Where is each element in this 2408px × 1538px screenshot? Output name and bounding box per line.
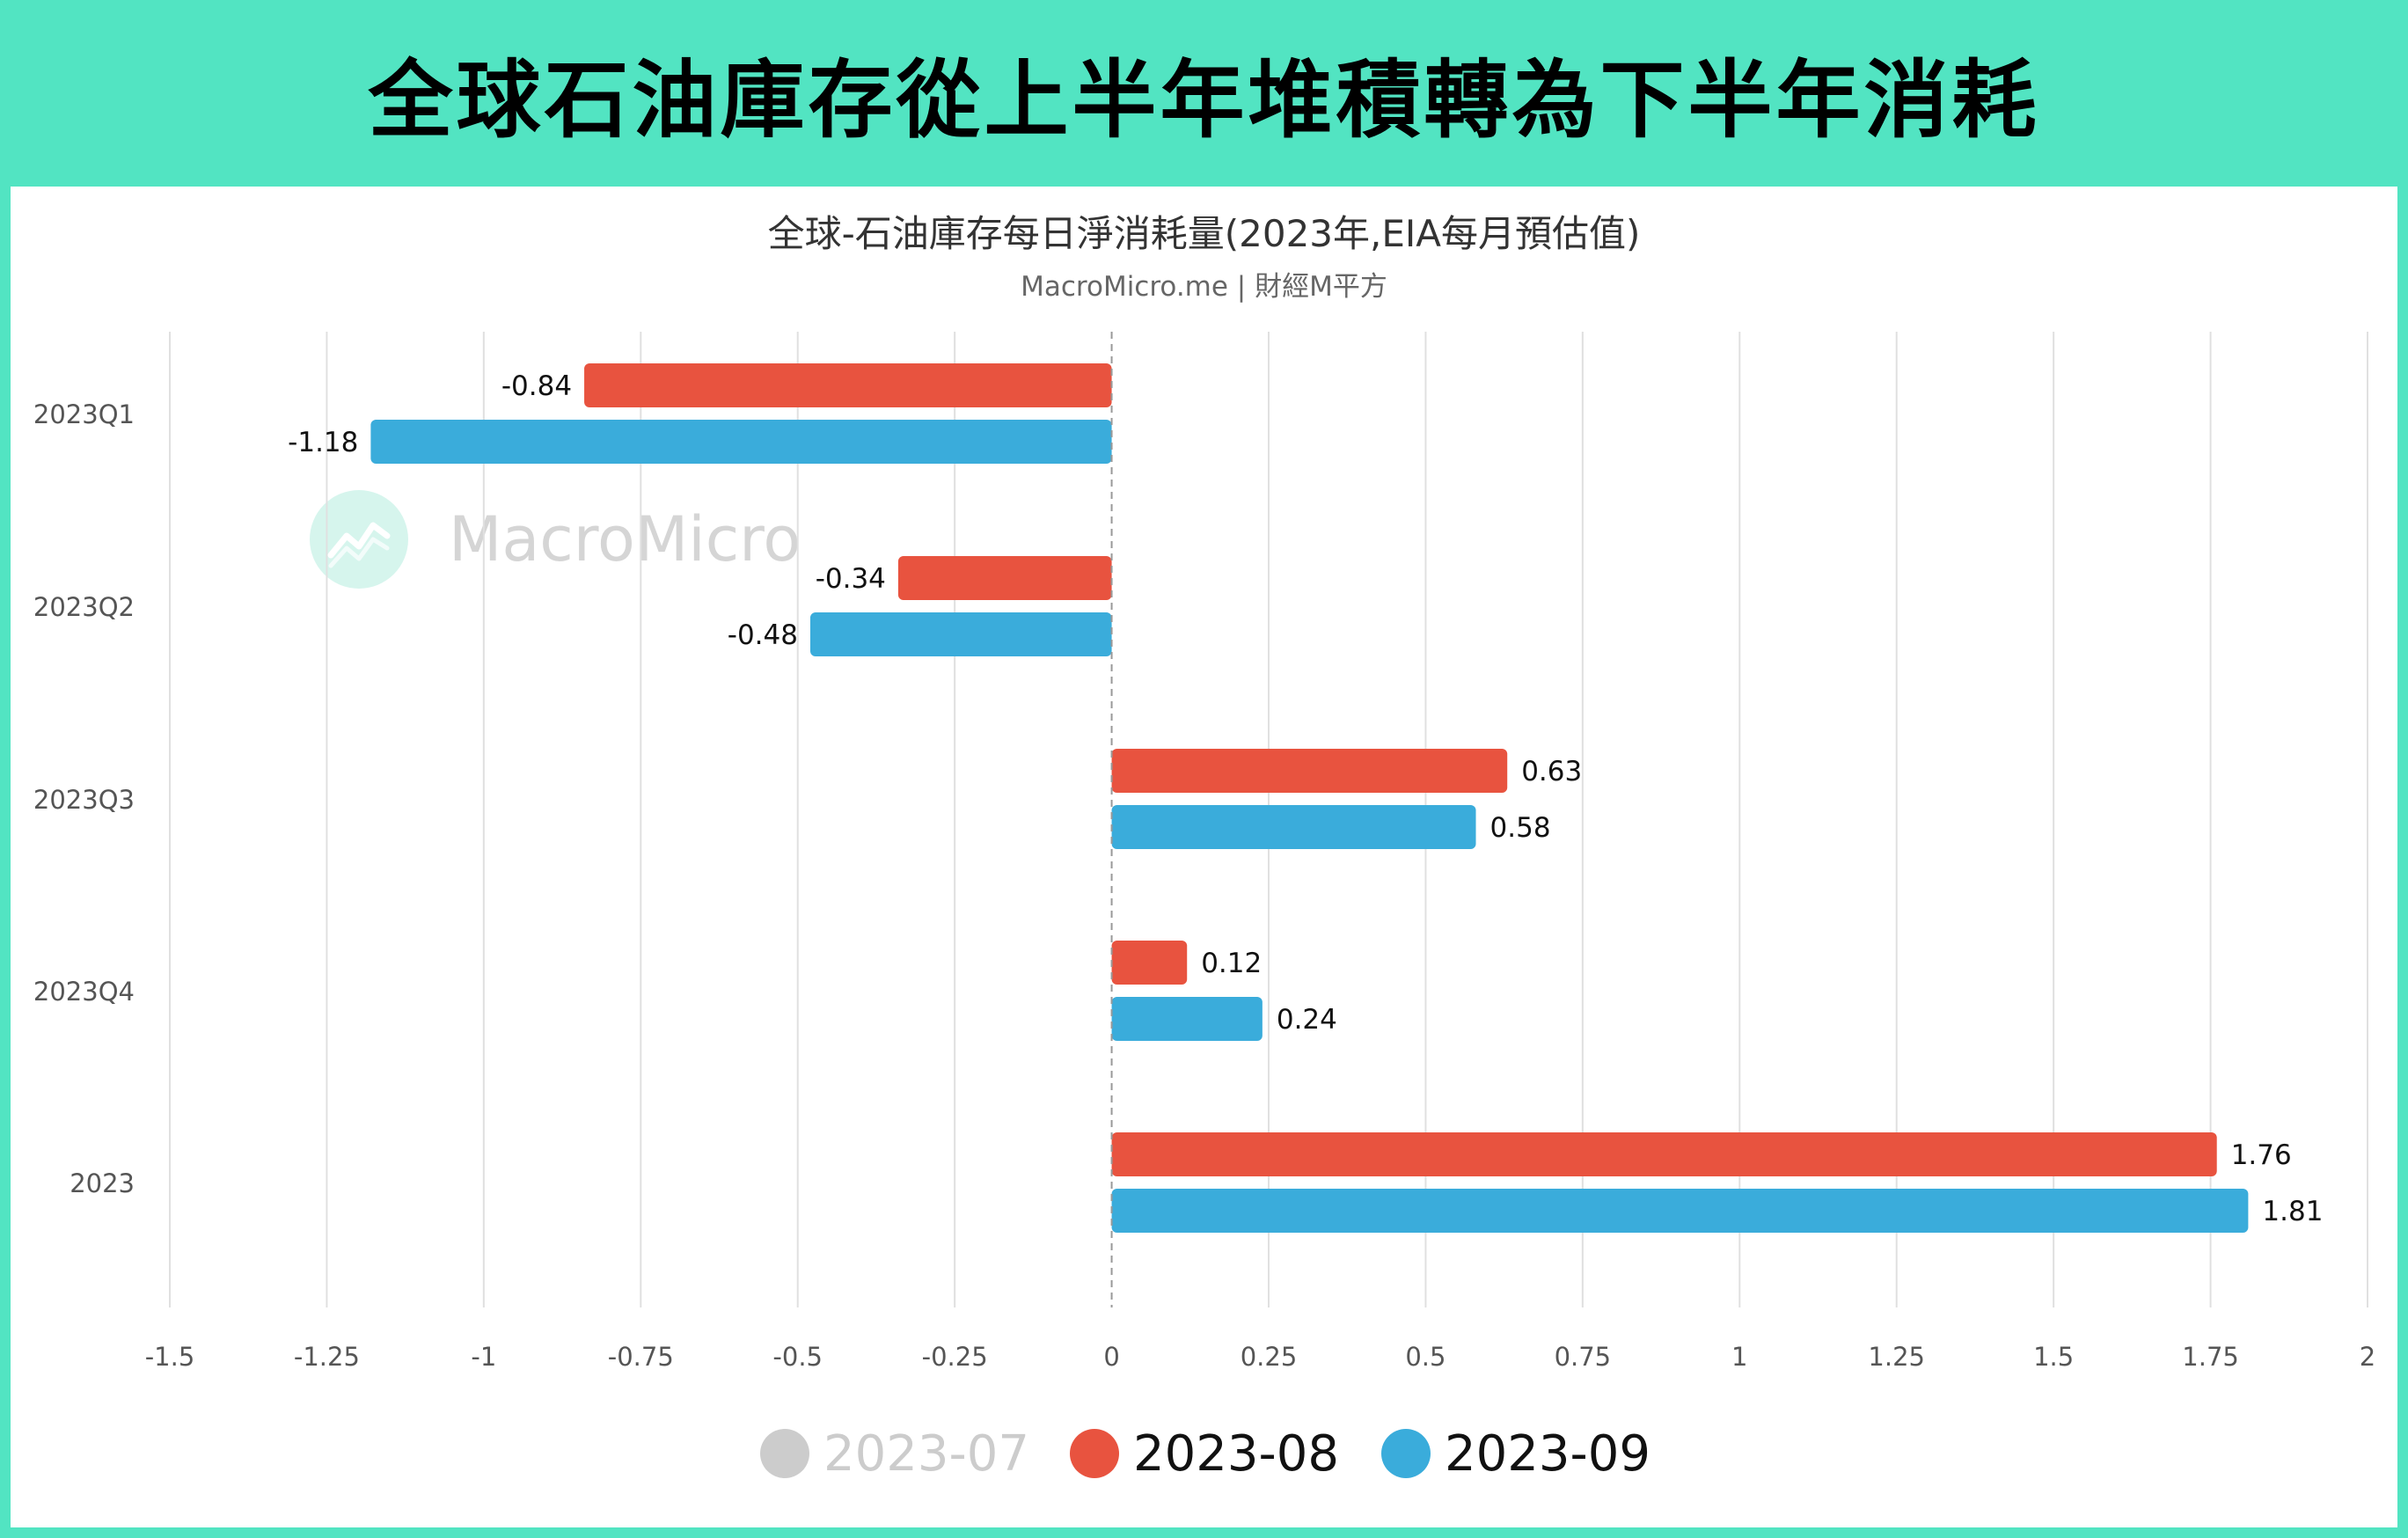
- y-category-label: 2023Q3: [33, 785, 135, 815]
- legend-dot-icon: [1070, 1429, 1119, 1478]
- x-tick-label: -1.25: [294, 1342, 360, 1372]
- data-label: 1.81: [2262, 1196, 2323, 1227]
- bar: [584, 363, 1112, 407]
- bar: [1111, 997, 1263, 1041]
- legend-item-2023-09[interactable]: 2023-09: [1381, 1418, 1650, 1489]
- chart-title: 全球-石油庫存每日淨消耗量(2023年,EIA每月預估值): [767, 212, 1641, 255]
- bar: [370, 420, 1112, 464]
- legend-label: 2023-07: [823, 1424, 1029, 1483]
- watermark: MacroMicro: [310, 490, 801, 589]
- data-label: 0.12: [1201, 948, 1262, 979]
- bar: [897, 556, 1112, 600]
- watermark-text: MacroMicro: [449, 503, 801, 575]
- legend-dot-icon: [760, 1429, 809, 1478]
- data-label: -0.34: [816, 563, 886, 595]
- bar: [1111, 941, 1188, 985]
- banner-title: 全球石油庫存從上半年堆積轉為下半年消耗: [368, 50, 2040, 150]
- x-tick-label: 0.25: [1241, 1342, 1298, 1372]
- data-label: -0.48: [728, 619, 798, 651]
- legend-item-2023-08[interactable]: 2023-08: [1070, 1418, 1339, 1489]
- data-label: -0.84: [501, 370, 572, 402]
- x-tick-label: 1: [1731, 1342, 1747, 1372]
- x-tick-label: 0.5: [1405, 1342, 1446, 1372]
- x-tick-label: -0.75: [608, 1342, 674, 1372]
- data-label: 0.58: [1490, 812, 1551, 844]
- y-category-label: 2023Q1: [33, 399, 135, 429]
- data-label: 0.63: [1521, 756, 1582, 787]
- x-tick-label: -0.5: [772, 1342, 823, 1372]
- x-tick-label: -0.25: [922, 1342, 988, 1372]
- y-category-label: 2023: [70, 1168, 135, 1198]
- x-tick-label: 0.75: [1555, 1342, 1612, 1372]
- x-tick-label: -1: [471, 1342, 496, 1372]
- bar: [1111, 1132, 2217, 1176]
- x-tick-label: 0: [1103, 1342, 1119, 1372]
- legend-label: 2023-08: [1133, 1424, 1339, 1483]
- bar: [1111, 1189, 2249, 1233]
- data-label: 0.24: [1277, 1004, 1337, 1036]
- y-category-label: 2023Q4: [33, 977, 135, 1007]
- bar: [1111, 805, 1476, 849]
- banner: 全球石油庫存從上半年堆積轉為下半年消耗: [0, 0, 2408, 185]
- x-tick-label: 2: [2360, 1342, 2375, 1372]
- axes: -1.5 -1.25 -1 -0.75 -0.5 -0.25 0 0.25 0.5 0.75 1 1.…: [33, 332, 2375, 1372]
- data-label: 1.76: [2231, 1139, 2292, 1171]
- bar: [809, 612, 1112, 656]
- x-tick-label: 1.5: [2033, 1342, 2074, 1372]
- legend-item-2023-07[interactable]: 2023-07: [760, 1418, 1029, 1489]
- data-label: -1.18: [288, 427, 358, 458]
- legend-dot-icon: [1381, 1429, 1431, 1478]
- bar-chart: -0.84 -0.34 0.63 0.12 1.76 -1.18 -0.48 0.58 0.24…: [33, 332, 2375, 1372]
- x-tick-label: -1.5: [145, 1342, 195, 1372]
- chart-panel: 全球-石油庫存每日淨消耗量(2023年,EIA每月預估值) MacroMicro…: [11, 187, 2397, 1527]
- chart-subtitle: MacroMicro.me | 財經M平方: [1021, 271, 1387, 303]
- x-tick-label: 1.75: [2182, 1342, 2239, 1372]
- value-labels: -0.84 -0.34 0.63 0.12 1.76 -1.18 -0.48 0.58 0.24…: [288, 370, 2323, 1227]
- legend-label: 2023-09: [1445, 1424, 1650, 1483]
- y-category-label: 2023Q2: [33, 592, 135, 622]
- x-tick-label: 1.25: [1868, 1342, 1925, 1372]
- bars: [370, 363, 2249, 1233]
- bar: [1111, 749, 1508, 793]
